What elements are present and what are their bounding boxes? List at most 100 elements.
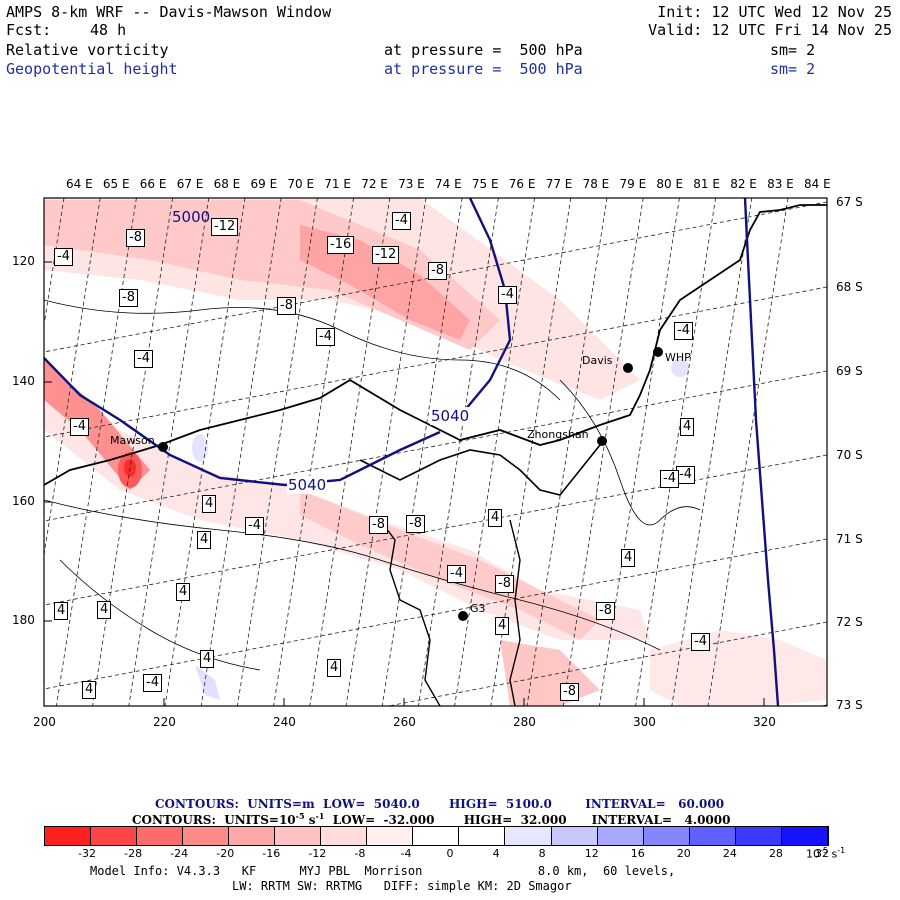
left-axis-label: 160: [12, 494, 35, 508]
coastline: [44, 204, 827, 486]
station-zhongshan-dot: [597, 436, 607, 446]
vorticity-label: -4: [316, 328, 335, 346]
vorticity-label: -16: [327, 236, 355, 254]
longitude-label: 79 E: [619, 177, 647, 191]
vorticity-label: -4: [498, 286, 517, 304]
station-davis-dot: [623, 363, 633, 373]
longitude-label: 68 E: [213, 177, 241, 191]
contours-height-units: UNITS=m: [247, 797, 315, 811]
colorbar-tick-label: 20: [676, 847, 691, 860]
vorticity-label: -12: [372, 246, 400, 264]
forecast-hour: 48 h: [90, 21, 127, 39]
contours-vort-low: LOW= -32.000: [332, 813, 435, 827]
latitude-label: 73 S: [836, 698, 863, 712]
bottom-axis-label: 240: [273, 715, 296, 729]
model-info-line1: Model Info: V4.3.3 KF MYJ PBL Morrison 8…: [90, 864, 676, 878]
vorticity-label: -12: [211, 218, 239, 236]
longitude-label: 81 E: [693, 177, 720, 191]
field2-name: Geopotential height: [6, 60, 178, 78]
colorbar-segment: [229, 827, 276, 845]
vorticity-label: -8: [596, 602, 615, 620]
meridian-line: [56, 198, 137, 706]
colorbar-segment: [413, 827, 460, 845]
bottom-axis-label: 280: [513, 715, 536, 729]
vorticity-label: -4: [70, 418, 89, 436]
vorticity-label: 4: [488, 509, 503, 527]
contours-vort-label: CONTOURS:: [132, 813, 216, 827]
meridian-line: [454, 198, 535, 706]
ice-shelf-edge: [359, 444, 601, 496]
height-label-5040-b: 5040: [287, 476, 328, 494]
longitude-label: 83 E: [767, 177, 794, 191]
vorticity-contour-3: [59, 559, 261, 671]
vorticity-label: 4: [200, 650, 215, 668]
station-zhongshan-label: Zhongshan: [527, 428, 589, 441]
meridian-line: [309, 198, 391, 706]
meridian-line: [381, 198, 463, 706]
colorbar-segment: [459, 827, 506, 845]
colorbar-unit-s-exp: -1: [837, 846, 846, 855]
lat-lon-grid: [44, 198, 827, 706]
vorticity-label: 4: [197, 531, 212, 549]
longitude-label: 76 E: [508, 177, 536, 191]
longitude-label: 73 E: [398, 177, 425, 191]
longitude-label: 69 E: [250, 177, 278, 191]
colorbar-tick-label: 32: [815, 847, 829, 860]
map-title: AMPS 8-km WRF -- Davis-Mawson Window: [6, 3, 332, 21]
vorticity-colorbar: [44, 826, 829, 846]
longitude-label: 71 E: [324, 177, 351, 191]
contours-height-low: LOW= 5040.0: [323, 797, 420, 811]
positive-vorticity-mawson: [192, 434, 208, 462]
vorticity-label: 4: [327, 659, 342, 677]
latitude-label: 67 S: [836, 195, 863, 209]
meridian-line: [44, 198, 101, 558]
meridian-line: [635, 198, 716, 706]
bottom-axis-label: 220: [153, 715, 176, 729]
vorticity-label: -4: [245, 517, 264, 535]
colorbar-segment: [551, 827, 598, 845]
longitude-label: 80 E: [656, 177, 684, 191]
meridian-line: [345, 198, 427, 706]
longitude-label: 72 E: [361, 177, 388, 191]
station-whp-label: WHP: [665, 351, 691, 364]
meridian-line: [44, 198, 65, 328]
vorticity-label: -8: [119, 289, 138, 307]
station-g3-label: G3: [470, 602, 486, 615]
vorticity-label: -8: [560, 683, 579, 701]
axis-ticks: [43, 261, 765, 706]
colorbar-segment: [91, 827, 138, 845]
contours-vort-units-exp: -5: [295, 811, 305, 821]
colorbar-tick-label: -32: [78, 847, 97, 860]
vorticity-contour-4: [559, 379, 701, 526]
contours-vort-units: UNITS=10: [224, 813, 296, 827]
bottom-axis-label: 300: [633, 715, 656, 729]
meridian-line: [671, 198, 753, 706]
colorbar-segment: [275, 827, 322, 845]
vorticity-label: -4: [134, 350, 153, 368]
left-axis-label: 140: [12, 374, 35, 388]
latitude-label: 71 S: [836, 532, 863, 546]
meridian-line: [200, 198, 282, 706]
longitude-label: 67 E: [176, 177, 204, 191]
bottom-axis-label: 260: [393, 715, 416, 729]
vorticity-label: -4: [54, 248, 73, 266]
bottom-axis-label: 200: [33, 715, 56, 729]
colorbar-tick-label: -20: [216, 847, 235, 860]
height-contour-5040-east: [743, 198, 780, 706]
vorticity-label: -4: [143, 674, 162, 692]
meridian-line: [418, 198, 499, 706]
contours-vort-units-s-exp: -1: [315, 811, 325, 821]
height-label-5040-a: 5040: [430, 407, 471, 425]
colorbar-segment: [689, 827, 736, 845]
station-markers: [158, 347, 663, 621]
colorbar-tick-label: -8: [354, 847, 366, 860]
left-axis-label: 180: [12, 613, 35, 627]
contours-height-label: CONTOURS:: [155, 797, 239, 811]
vorticity-label: -8: [428, 262, 447, 280]
latitude-label: 69 S: [836, 364, 863, 378]
vorticity-label: 4: [680, 418, 695, 436]
contours-height-high: HIGH= 5100.0: [448, 797, 552, 811]
meridian-line: [273, 198, 354, 706]
vorticity-contour-2: [44, 499, 661, 651]
colorbar-tick-label: -24: [170, 847, 189, 860]
